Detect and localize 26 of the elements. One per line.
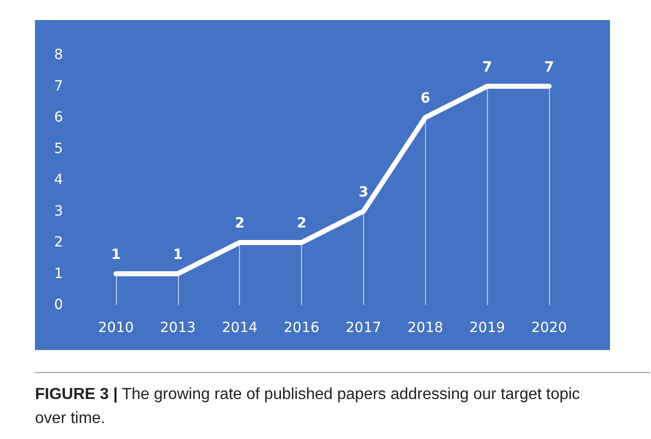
y-tick-label: 0 [54,297,63,313]
y-tick-label: 6 [54,110,64,126]
data-label: 1 [111,246,121,263]
data-label: 1 [172,246,183,263]
x-tick-label: 2017 [346,320,382,336]
y-tick-label: 2 [54,234,63,250]
x-tick-label: 2016 [284,320,320,336]
y-tick-label: 1 [54,266,63,282]
x-tick-label: 2010 [98,320,134,336]
data-label: 7 [482,59,492,76]
data-label: 2 [296,216,306,232]
x-tick-label: 2014 [222,320,258,336]
data-label: 3 [358,184,368,200]
x-tick-label: 2018 [407,320,444,336]
x-tick-label: 2019 [469,320,506,336]
y-tick-label: 3 [54,203,63,220]
data-label: 2 [234,216,245,232]
x-tick-label: 2020 [531,320,567,336]
caption: FIGURE 3 | The growing rate of published papers addressing our target topic over time. [35,385,581,429]
x-tick-label: 2013 [160,320,196,336]
data-label: 6 [420,90,430,106]
y-tick-label: 5 [54,140,63,157]
y-tick-label: 7 [54,78,63,94]
y-tick-label: 4 [54,172,64,188]
data-label: 7 [544,59,554,76]
y-tick-label: 8 [54,47,63,63]
